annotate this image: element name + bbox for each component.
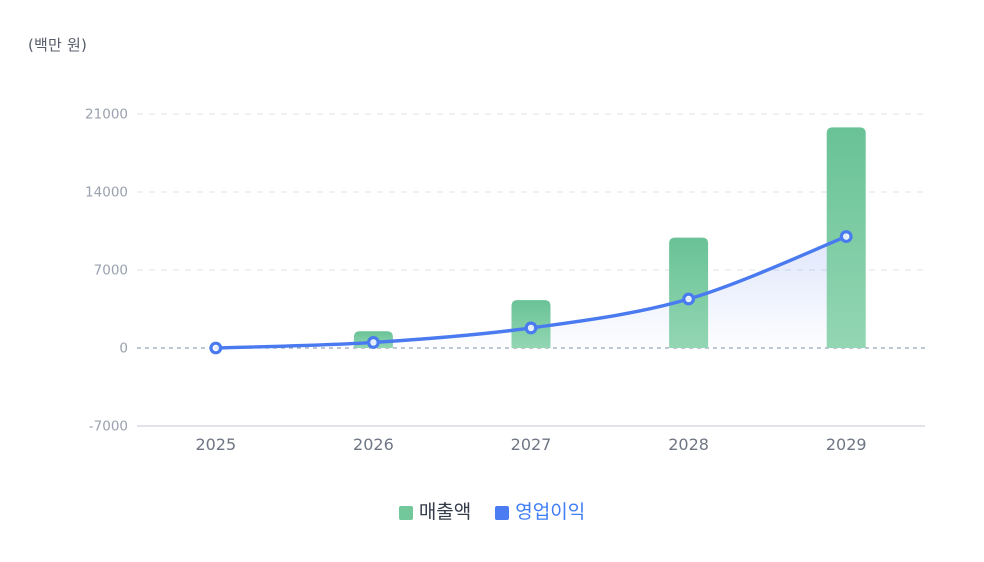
combo-chart: 21000 14000 7000 0 -7000 2025 2026 2027 2028 2029 <box>85 107 927 454</box>
legend-item-revenue[interactable]: 매출액 <box>398 501 472 523</box>
axis-unit-label: (백만 원) <box>28 36 88 54</box>
profit-point-2028[interactable] <box>682 292 695 306</box>
y-tick-label-7000: 7000 <box>94 263 128 279</box>
x-tick-label-2026: 2026 <box>353 435 394 454</box>
legend-item-profit[interactable]: 영업이익 <box>495 503 585 522</box>
x-tick-label-2028: 2028 <box>668 435 709 454</box>
x-tick-label-2029: 2029 <box>826 435 867 454</box>
y-tick-label-0: 0 <box>119 341 128 357</box>
x-tick-label-2025: 2025 <box>195 435 236 454</box>
y-tick-label-21000: 21000 <box>85 107 128 123</box>
revenue-legend-swatch <box>398 505 413 520</box>
profit-legend-swatch <box>495 505 510 520</box>
profit-point-2027[interactable] <box>524 321 538 335</box>
profit-point-2025[interactable] <box>209 341 223 355</box>
profit-legend-label: 영업이익 <box>515 501 586 523</box>
profit-point-2029[interactable] <box>839 230 853 243</box>
profit-point-2026[interactable] <box>367 336 380 349</box>
chart-legend: 매출액 영업이익 <box>0 503 984 522</box>
x-tick-label-2027: 2027 <box>511 435 552 454</box>
revenue-legend-label: 매출액 <box>418 501 472 523</box>
y-tick-label--7000: -7000 <box>89 419 128 435</box>
y-tick-label-14000: 14000 <box>85 185 128 201</box>
